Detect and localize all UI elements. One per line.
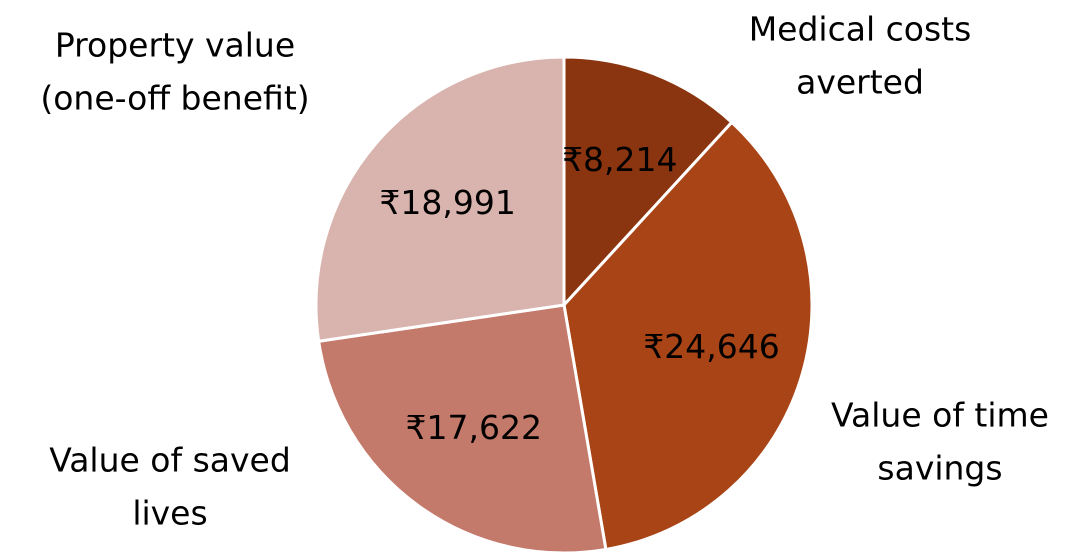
category-label: Property value (one-off benefit) [40, 25, 309, 117]
pie-slice [562, 55, 734, 309]
category-label: Medical costs averted [749, 9, 972, 101]
data-label: ₹18,991 [379, 183, 515, 222]
data-label: ₹24,646 [643, 327, 779, 366]
pie-slice [562, 120, 814, 552]
data-label: ₹17,622 [406, 408, 542, 447]
pie-slice [314, 55, 566, 343]
data-label: ₹8,214 [562, 140, 677, 179]
category-label: Value of saved lives [49, 440, 291, 532]
category-label: Value of time savings [831, 395, 1049, 487]
